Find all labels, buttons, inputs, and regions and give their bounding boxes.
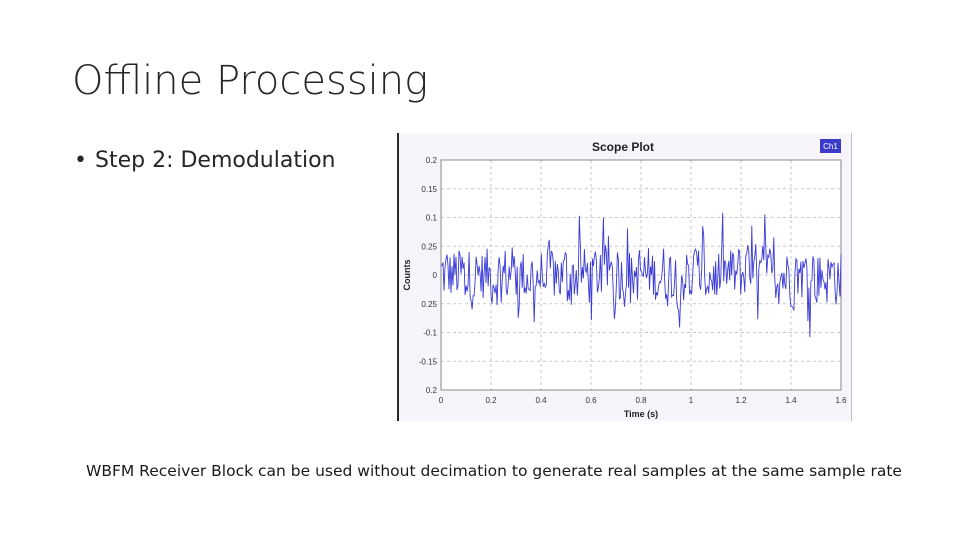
bullet-marker: • bbox=[74, 148, 87, 173]
y-tick-label: 0.2 bbox=[426, 156, 438, 165]
y-tick-label: 0 bbox=[433, 271, 438, 280]
x-tick-label: 0.8 bbox=[635, 396, 647, 405]
x-tick-label: 0.2 bbox=[485, 396, 497, 405]
y-tick-label: 0.25 bbox=[421, 242, 437, 251]
scope-plot-panel: Scope Plot Ch1 0.2 0.15 0.1 0.25 0 0.25 -0.1 -0… bbox=[397, 133, 852, 421]
x-tick-label: 1 bbox=[689, 396, 694, 405]
y-axis-label: Counts bbox=[402, 260, 412, 291]
y-tick-label: 0.1 bbox=[426, 214, 438, 223]
bullet-item: • Step 2: Demodulation bbox=[74, 148, 335, 173]
slide-caption: WBFM Receiver Block can be used without … bbox=[86, 462, 902, 480]
legend-label: Ch1 bbox=[823, 142, 838, 151]
scope-plot-chart: Scope Plot Ch1 0.2 0.15 0.1 0.25 0 0.25 -0.1 -0… bbox=[402, 139, 847, 419]
x-axis-ticks: 0 0.2 0.4 0.6 0.8 1 1.2 1.4 1.6 bbox=[439, 396, 847, 405]
y-tick-label: 0.2 bbox=[426, 386, 438, 395]
signal-series-ch1 bbox=[440, 212, 842, 338]
x-tick-label: 0.4 bbox=[535, 396, 547, 405]
x-tick-label: 0 bbox=[439, 396, 444, 405]
legend-ch1[interactable]: Ch1 bbox=[820, 139, 841, 153]
chart-title: Scope Plot bbox=[592, 140, 654, 154]
x-axis-label: Time (s) bbox=[624, 409, 658, 419]
y-tick-label: 0.25 bbox=[421, 300, 437, 309]
y-tick-label: 0.15 bbox=[421, 185, 437, 194]
x-tick-label: 1.4 bbox=[785, 396, 797, 405]
y-tick-label: -0.1 bbox=[423, 329, 437, 338]
bullet-text: Step 2: Demodulation bbox=[94, 148, 336, 173]
x-tick-label: 1.2 bbox=[735, 396, 747, 405]
plot-area bbox=[440, 159, 842, 391]
slide-title: Offline Processing bbox=[72, 58, 429, 104]
x-tick-label: 0.6 bbox=[585, 396, 597, 405]
y-axis-ticks: 0.2 0.15 0.1 0.25 0 0.25 -0.1 -0.15 0.2 bbox=[419, 156, 438, 395]
y-tick-label: -0.15 bbox=[419, 357, 438, 366]
x-tick-label: 1.6 bbox=[835, 396, 847, 405]
legend-box bbox=[820, 139, 841, 153]
